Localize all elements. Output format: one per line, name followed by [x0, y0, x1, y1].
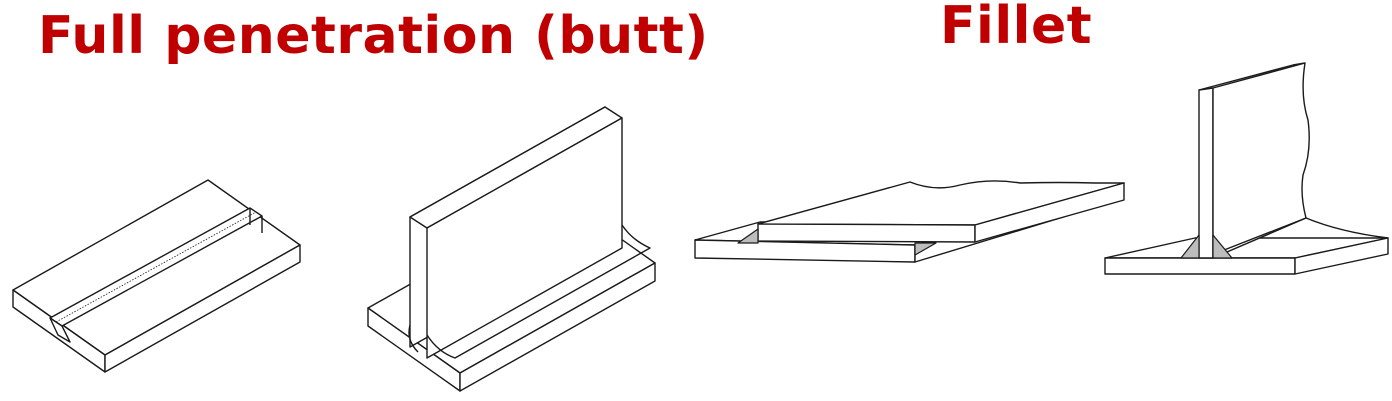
tf-web-top-corner	[1292, 62, 1306, 66]
tf-web-top-edge	[1198, 64, 1294, 91]
lap-joint-fillet-figure	[694, 180, 1125, 263]
t-joint-fillet-figure	[1104, 62, 1389, 275]
t-base-side-face	[459, 262, 656, 392]
butt-weld-seam	[55, 211, 257, 323]
butt-joint-plates-figure	[12, 179, 301, 373]
tf-web-side-face	[1212, 62, 1310, 259]
tf-fillet-weld-left	[1180, 234, 1200, 259]
tf-fillet-weld-right	[1212, 234, 1233, 259]
butt-plate-side-face	[104, 244, 301, 373]
t-weld-root-curve	[408, 324, 419, 353]
lap-fillet-weld-left	[737, 228, 759, 244]
lap-fillet-weld-right	[914, 242, 937, 256]
butt-weld-heading: Full penetration (butt)	[38, 6, 709, 66]
lap-upper-plate-top	[757, 180, 1125, 226]
t-web-side-face	[426, 117, 623, 359]
tf-base-side-face	[1294, 237, 1389, 275]
tf-web-front-edge	[1198, 87, 1214, 259]
fillet-weld-heading: Fillet	[940, 0, 1093, 56]
tf-weld-fillet-line	[1218, 217, 1389, 253]
t-weld-fillet-transition	[426, 224, 651, 359]
butt-weld-section	[49, 317, 71, 343]
t-joint-full-penetration-figure	[367, 106, 656, 392]
tf-base-front-face	[1104, 257, 1296, 275]
lap-upper-plate-side	[974, 182, 1125, 243]
lap-upper-plate-front	[757, 223, 976, 243]
